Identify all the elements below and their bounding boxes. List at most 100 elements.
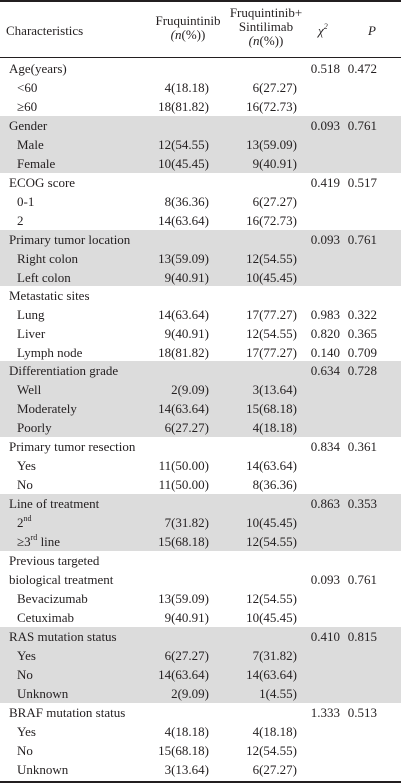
table-row: Left colon 9(40.91) 10(45.45) (0, 268, 401, 286)
table-row: Primary tumor location 0.093 0.761 (0, 230, 401, 249)
chi-square-value: 1.333 (310, 705, 340, 720)
fruquintinib-value: 11(50.00) (158, 458, 209, 473)
row-label-text: 2 (17, 515, 24, 530)
row-label: ≥60 (17, 99, 38, 114)
fruquintinib-sintilimab-value: 15(68.18) (246, 401, 297, 416)
chi-square-value: 0.634 (310, 363, 340, 378)
fruquintinib-value: 9(40.91) (164, 326, 209, 341)
row-label: Age(years) (9, 61, 67, 76)
fruquintinib-sintilimab-value: 6(27.27) (252, 762, 297, 777)
table-row: Yes 4(18.18) 4(18.18) (0, 722, 401, 741)
fruquintinib-value: 3(13.64) (164, 762, 209, 777)
fruquintinib-sintilimab-value: 1(4.55) (259, 686, 297, 701)
fruquintinib-value: 13(59.09) (158, 251, 209, 266)
row-label: Previous targeted (9, 553, 100, 568)
row-label: Gender (9, 118, 48, 133)
row-label: Female (17, 156, 56, 171)
fruquintinib-sintilimab-value: 12(54.55) (246, 591, 297, 606)
row-label: 0-1 (17, 194, 35, 209)
row-label: <60 (17, 80, 38, 95)
row-label: No (17, 743, 33, 758)
header-group2-name-line2: Sintilimab (238, 19, 294, 34)
fruquintinib-sintilimab-value: 7(31.82) (252, 648, 297, 663)
chi-square-value: 0.093 (310, 118, 340, 133)
fruquintinib-sintilimab-value: 9(40.91) (252, 156, 297, 171)
chi-square-value: 0.820 (310, 326, 340, 341)
table-bottom-rule (0, 781, 401, 783)
fruquintinib-value: 15(68.18) (158, 534, 209, 549)
fruquintinib-sintilimab-value: 6(27.27) (252, 80, 297, 95)
header-group2: Fruquintinib+ Sintilimab (n(%)) (228, 6, 304, 48)
fruquintinib-value: 2(9.09) (171, 382, 209, 397)
p-value: 0.365 (347, 326, 377, 341)
table-row: Bevacizumab 13(59.09) 12(54.55) (0, 589, 401, 608)
table-row: Unknown 2(9.09) 1(4.55) (0, 684, 401, 703)
header-chi-square: χ2 (318, 21, 328, 38)
header-characteristics: Characteristics (6, 23, 84, 38)
header-group1-name: Fruquintinib (155, 13, 221, 28)
row-label: Primary tumor resection (9, 439, 136, 454)
fruquintinib-sintilimab-value: 16(72.73) (246, 99, 297, 114)
fruquintinib-sintilimab-value: 10(45.45) (246, 270, 297, 285)
row-label: Yes (17, 458, 36, 473)
chi-square-value: 0.834 (310, 439, 340, 454)
table-row: No 15(68.18) 12(54.55) (0, 741, 401, 760)
chi-square-value: 0.863 (310, 496, 340, 511)
fruquintinib-value: 13(59.09) (158, 591, 209, 606)
p-value: 0.709 (347, 345, 377, 360)
fruquintinib-sintilimab-value: 12(54.55) (246, 326, 297, 341)
header-chi-sup: 2 (323, 21, 328, 31)
fruquintinib-value: 9(40.91) (164, 610, 209, 625)
table-row: Metastatic sites (0, 286, 401, 305)
table-row: Cetuximab 9(40.91) 10(45.45) (0, 608, 401, 627)
row-label-suffix: line (37, 534, 61, 549)
fruquintinib-value: 9(40.91) (164, 270, 209, 285)
table-row: No 14(63.64) 14(63.64) (0, 665, 401, 684)
fruquintinib-value: 14(63.64) (158, 307, 209, 322)
header-group2-unit: (n(%)) (248, 33, 284, 48)
chi-square-value: 0.983 (310, 307, 340, 322)
row-label: Metastatic sites (9, 288, 90, 303)
row-label: Yes (17, 648, 36, 663)
p-value: 0.761 (347, 572, 377, 587)
chi-square-value: 0.093 (310, 572, 340, 587)
fruquintinib-value: 14(63.64) (158, 213, 209, 228)
table-row: 2nd 7(31.82) 10(45.45) (0, 513, 401, 532)
row-label: Well (17, 382, 42, 397)
row-label: Right colon (17, 251, 79, 266)
table-row: Lymph node 18(81.82) 17(77.27) 0.140 0.709 (0, 343, 401, 361)
row-label: Lung (17, 307, 45, 322)
header-group1: Fruquintinib (n(%)) (150, 14, 226, 42)
row-label: RAS mutation status (9, 629, 117, 644)
fruquintinib-sintilimab-value: 17(77.27) (246, 345, 297, 360)
fruquintinib-value: 4(18.18) (164, 80, 209, 95)
row-label: Male (17, 137, 44, 152)
table-row: Poorly 6(27.27) 4(18.18) (0, 418, 401, 437)
row-label: Unknown (17, 762, 69, 777)
row-label: No (17, 667, 33, 682)
row-label: biological treatment (9, 572, 114, 587)
fruquintinib-sintilimab-value: 6(27.27) (252, 194, 297, 209)
p-value: 0.513 (347, 705, 377, 720)
row-label: Cetuximab (17, 610, 75, 625)
table-row: RAS mutation status 0.410 0.815 (0, 627, 401, 646)
table-row: Lung 14(63.64) 17(77.27) 0.983 0.322 (0, 305, 401, 324)
fruquintinib-value: 14(63.64) (158, 667, 209, 682)
row-label: Liver (17, 326, 46, 341)
row-label: ECOG score (9, 175, 76, 190)
header-rule (0, 57, 401, 58)
table-row: Line of treatment 0.863 0.353 (0, 494, 401, 513)
fruquintinib-value: 2(9.09) (171, 686, 209, 701)
row-label: 2nd (17, 513, 32, 532)
row-label: Yes (17, 724, 36, 739)
fruquintinib-sintilimab-value: 10(45.45) (246, 610, 297, 625)
row-label: Line of treatment (9, 496, 100, 511)
table-row: Male 12(54.55) 13(59.09) (0, 135, 401, 154)
chi-square-value: 0.518 (310, 61, 340, 76)
fruquintinib-sintilimab-value: 17(77.27) (246, 307, 297, 322)
table-row: biological treatment 0.093 0.761 (0, 570, 401, 589)
row-label: Moderately (17, 401, 77, 416)
chi-square-value: 0.410 (310, 629, 340, 644)
table-row: Female 10(45.45) 9(40.91) (0, 154, 401, 173)
